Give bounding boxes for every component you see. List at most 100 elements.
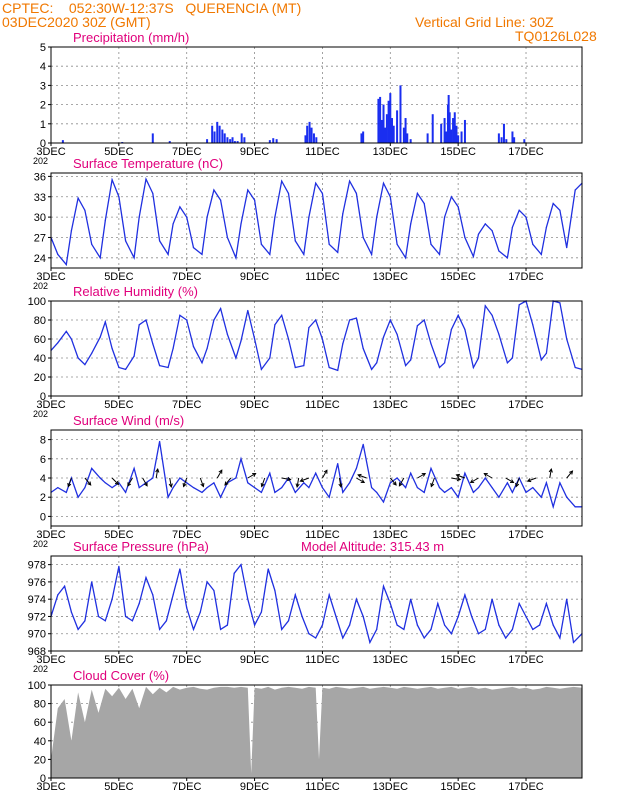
humidity-frame <box>50 300 583 397</box>
precip-year-label: 202 <box>33 156 48 166</box>
humidity-point <box>220 308 222 310</box>
wind-point <box>382 501 385 503</box>
wind-arrow-head <box>87 481 92 486</box>
wind-point <box>540 496 542 498</box>
wind-point <box>235 477 237 479</box>
wind-arrow-head <box>299 478 304 483</box>
pressure-point <box>471 615 473 618</box>
humidity-point <box>104 321 106 323</box>
precip-bar <box>523 139 526 143</box>
wind-point <box>167 496 169 498</box>
wind-point <box>574 506 576 508</box>
wind-point <box>321 487 323 489</box>
wind-arrow-shaft <box>183 477 188 487</box>
run-date-header: 03DEC2020 30Z (GMT) <box>2 14 151 30</box>
humidity-point <box>303 365 305 367</box>
wind-arrow-shaft <box>300 477 310 482</box>
humidity-point <box>491 314 493 316</box>
pressure-point <box>464 594 466 596</box>
pressure-point <box>321 624 323 626</box>
precip-bar <box>390 118 393 143</box>
precip-bar <box>443 118 446 143</box>
temp-point <box>506 257 508 259</box>
precip-bar <box>445 131 448 143</box>
wind-arrow-head <box>182 482 187 488</box>
pressure-point <box>566 598 568 600</box>
pressure-point <box>369 641 371 644</box>
pressure-point <box>172 594 174 596</box>
wind-xtick-label: 17DEC <box>508 529 544 541</box>
temp-ytick-label: 36 <box>34 171 46 183</box>
precip-ytick-label: 3 <box>40 80 46 92</box>
wind-point <box>274 491 276 493</box>
wind-point <box>532 487 534 489</box>
temp-point <box>138 216 140 218</box>
cloud-frame <box>50 684 583 779</box>
temp-year-label: 202 <box>33 281 48 291</box>
humidity-xtick-label: 11DEC <box>305 399 340 411</box>
pressure-point <box>254 624 256 626</box>
wind-xtick-label: 5DEC <box>104 529 133 541</box>
temp-point <box>186 216 188 218</box>
temp-title: Surface Temperature (nC) <box>73 156 223 171</box>
pressure-point <box>274 589 276 592</box>
humidity-point <box>152 343 154 345</box>
humidity-xtick-label: 7DEC <box>172 399 201 411</box>
wind-arrow-shaft <box>456 474 466 479</box>
pressure-point <box>511 628 513 631</box>
pressure-point <box>484 628 486 631</box>
pressure-point <box>315 637 317 639</box>
precip-bar <box>406 133 409 143</box>
precip-bar <box>502 123 505 143</box>
wind-point <box>566 496 568 498</box>
wind-point <box>362 443 364 445</box>
humidity-point <box>186 319 188 321</box>
wind-arrow-shaft <box>451 477 461 481</box>
wind-point <box>220 496 222 498</box>
pressure-annotation: Model Altitude: 315.43 m <box>301 539 444 554</box>
precip-bar <box>463 119 466 143</box>
pressure-point <box>505 637 507 639</box>
humidity-point <box>65 330 67 332</box>
pressure-xtick-label: 17DEC <box>508 654 544 666</box>
cloud-xtick-label: 9DEC <box>240 781 269 793</box>
precip-bar <box>362 131 365 143</box>
precip-bar <box>448 112 451 143</box>
pressure-year-label: 202 <box>33 664 48 674</box>
pressure-point <box>118 565 120 568</box>
temp-point <box>438 253 441 255</box>
humidity-point <box>532 324 534 326</box>
wind-arrow-head <box>67 482 72 488</box>
precip-bar <box>452 118 455 143</box>
wind-xtick-label: 11DEC <box>305 529 340 541</box>
wind-point <box>491 487 493 489</box>
temp-point <box>84 209 86 211</box>
cloud-ytick-label: 0 <box>40 773 46 785</box>
humidity-xtick-label: 3DEC <box>36 399 65 411</box>
wind-arrow-shaft <box>484 473 493 479</box>
wind-point <box>159 440 161 443</box>
wind-arrow-head <box>252 472 257 477</box>
temp-xtick-label: 13DEC <box>373 271 409 283</box>
precip-bar <box>213 131 216 143</box>
humidity-point <box>376 362 378 364</box>
wind-arrow-shaft <box>261 477 266 487</box>
vertical-grid-note: Vertical Grid Line: 30Z <box>415 14 554 30</box>
wind-arrow-head <box>515 482 520 488</box>
precip-bar <box>312 133 315 143</box>
wind-arrow-head <box>295 483 300 488</box>
precip-bar <box>450 129 453 143</box>
humidity-point <box>477 357 480 359</box>
precip-frame <box>50 46 583 144</box>
precip-xtick-label: 17DEC <box>508 146 544 158</box>
temp-point <box>371 253 373 255</box>
temp-point <box>444 216 446 218</box>
humidity-point <box>498 333 500 335</box>
temp-point <box>240 223 242 225</box>
humidity-point <box>240 340 242 342</box>
cloud-ytick-label: 80 <box>34 699 46 711</box>
temp-point <box>91 243 93 245</box>
wind-point <box>506 482 508 484</box>
pressure-point <box>355 598 357 600</box>
